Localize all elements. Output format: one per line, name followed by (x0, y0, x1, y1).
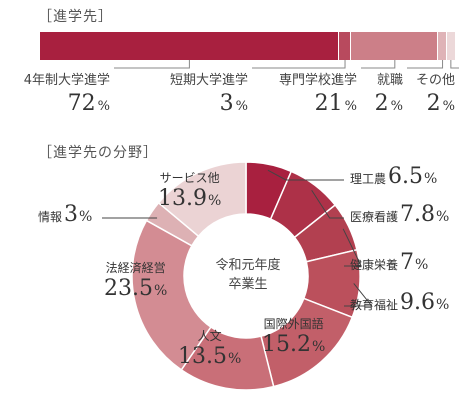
donut-label-unit: % (415, 257, 429, 273)
donut-label-value: 7 (400, 250, 415, 275)
donut-label-name: 健康栄養 (350, 258, 399, 272)
bar-segment-3 (351, 32, 439, 60)
bar-label-3: 専門学校進学 21% (279, 74, 357, 115)
donut-label-2: 医療看護7.8% (350, 204, 449, 226)
donut-label-unit: % (424, 171, 438, 187)
bar-label-name: 短期大学進学 (169, 73, 248, 88)
donut-label-3: 健康栄養7% (350, 252, 428, 274)
donut-label-value: 23.5 (104, 276, 153, 301)
bar-label-value: 3 (219, 91, 234, 116)
bar-label-value: 21 (314, 91, 343, 116)
donut-leader-line-2 (311, 189, 344, 219)
donut-label-value: 13.5 (178, 344, 227, 369)
bar-label-value: 2 (374, 91, 389, 116)
bar-label-1: 4年制大学進学 72% (24, 74, 110, 115)
bar-segment-1 (40, 32, 339, 60)
bar-label-value: 72 (67, 91, 96, 116)
donut-label-name: 情報 (38, 210, 63, 224)
bar-label-2: 短期大学進学 3% (170, 74, 248, 115)
donut-label-value: 6.5 (388, 164, 424, 189)
donut-label-value: 3 (64, 202, 79, 227)
donut-label-value: 13.9 (158, 186, 207, 211)
field-section-title: ［進学先の分野］ (38, 145, 158, 161)
donut-label-unit: % (79, 209, 93, 225)
donut-label-name: 医療看護 (350, 210, 399, 224)
destination-section-title: ［進学先］ (38, 9, 113, 25)
donut-label-value: 15.2 (262, 332, 311, 357)
destination-stacked-bar (40, 32, 455, 60)
donut-label-9: サービス他 13.9% (158, 172, 221, 210)
donut-label-unit: % (311, 339, 326, 355)
bar-label-value: 2 (426, 91, 441, 116)
bar-label-unit: % (235, 99, 248, 114)
donut-label-name: 国際外国語 (263, 317, 324, 331)
donut-label-unit: % (207, 193, 222, 209)
bar-label-unit: % (442, 99, 455, 114)
donut-label-5: 国際外国語 15.2% (262, 318, 325, 356)
bar-segment-2 (338, 32, 352, 60)
donut-label-value: 7.8 (400, 202, 436, 227)
donut-label-name: 人文 (197, 329, 222, 343)
donut-center-line-2: 卒業生 (228, 277, 268, 292)
donut-label-7: 法経済経営 23.5% (104, 262, 167, 300)
donut-label-6: 人文 13.5% (178, 330, 241, 368)
donut-label-unit: % (153, 283, 168, 299)
donut-label-unit: % (227, 351, 242, 367)
bar-label-unit: % (390, 99, 403, 114)
donut-label-name: 法経済経営 (105, 261, 166, 275)
donut-slice-7 (131, 219, 212, 371)
donut-label-name: サービス他 (159, 171, 220, 185)
donut-leader-line-4 (344, 283, 373, 307)
bar-label-name: 4年制大学進学 (23, 73, 110, 88)
bar-label-name: その他 (415, 73, 455, 88)
donut-center-line-1: 令和元年度 (215, 258, 281, 273)
bar-label-unit: % (344, 99, 357, 114)
donut-label-1: 理工農6.5% (350, 166, 437, 188)
donut-center-label: 令和元年度 卒業生 (178, 256, 318, 294)
donut-label-name: 教育福祉 (350, 298, 399, 312)
bar-label-5: その他 2% (416, 74, 455, 115)
donut-label-8: 情報3% (38, 204, 92, 226)
donut-label-4: 教育福祉9.6% (350, 292, 449, 314)
donut-leader-line-1 (267, 169, 344, 181)
donut-label-name: 理工農 (350, 172, 387, 186)
bar-label-name: 専門学校進学 (278, 73, 357, 88)
donut-label-unit: % (436, 209, 450, 225)
bar-label-4: 就職 2% (375, 74, 403, 115)
donut-leader-line-3 (342, 228, 362, 267)
bar-label-name: 就職 (376, 73, 403, 88)
donut-label-unit: % (436, 297, 450, 313)
bar-segment-5 (446, 32, 455, 60)
bar-segment-4 (438, 32, 447, 60)
donut-label-value: 9.6 (400, 290, 436, 315)
donut-slice-9 (157, 161, 247, 238)
bar-label-unit: % (97, 99, 110, 114)
